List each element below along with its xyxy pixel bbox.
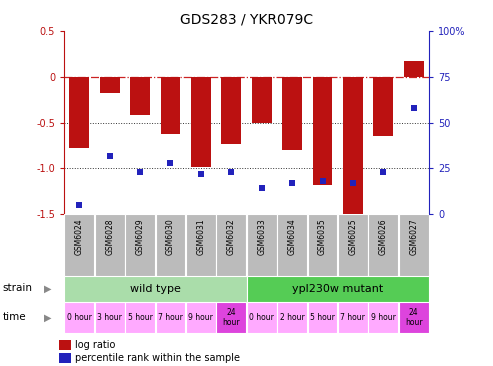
- Bar: [338, 214, 368, 276]
- Bar: [247, 302, 277, 333]
- Text: GSM6028: GSM6028: [105, 219, 114, 255]
- Text: GSM6031: GSM6031: [196, 219, 206, 255]
- Text: strain: strain: [2, 283, 33, 294]
- Text: GSM6032: GSM6032: [227, 219, 236, 255]
- Text: 9 hour: 9 hour: [371, 313, 396, 322]
- Text: ▶: ▶: [44, 283, 52, 294]
- Text: 2 hour: 2 hour: [280, 313, 305, 322]
- Text: 3 hour: 3 hour: [97, 313, 122, 322]
- Bar: [221, 77, 241, 144]
- Text: percentile rank within the sample: percentile rank within the sample: [75, 353, 240, 363]
- Text: 9 hour: 9 hour: [188, 313, 213, 322]
- Point: [227, 169, 235, 175]
- Bar: [368, 302, 398, 333]
- Text: GSM6027: GSM6027: [409, 219, 418, 255]
- Bar: [216, 214, 246, 276]
- Text: GSM6030: GSM6030: [166, 219, 175, 255]
- Point: [410, 105, 418, 111]
- Text: 5 hour: 5 hour: [310, 313, 335, 322]
- Bar: [125, 302, 155, 333]
- Bar: [65, 214, 94, 276]
- Bar: [252, 77, 272, 123]
- Bar: [186, 302, 216, 333]
- Point: [136, 169, 144, 175]
- Text: wild type: wild type: [130, 284, 181, 294]
- Bar: [399, 302, 428, 333]
- Text: GSM6024: GSM6024: [75, 219, 84, 255]
- Bar: [70, 77, 89, 148]
- Bar: [313, 77, 332, 185]
- Point: [380, 169, 387, 175]
- Text: 24
hour: 24 hour: [405, 308, 423, 327]
- Text: 5 hour: 5 hour: [128, 313, 152, 322]
- Point: [258, 186, 266, 191]
- Text: GSM6033: GSM6033: [257, 219, 266, 255]
- Bar: [65, 302, 94, 333]
- Bar: [404, 61, 423, 77]
- Bar: [156, 214, 185, 276]
- Bar: [277, 214, 307, 276]
- Text: GSM6035: GSM6035: [318, 219, 327, 255]
- Text: GDS283 / YKR079C: GDS283 / YKR079C: [180, 13, 313, 27]
- Text: 7 hour: 7 hour: [158, 313, 183, 322]
- Bar: [373, 77, 393, 137]
- Bar: [368, 214, 398, 276]
- Bar: [282, 77, 302, 150]
- Bar: [246, 276, 429, 302]
- Text: 0 hour: 0 hour: [67, 313, 92, 322]
- Point: [197, 171, 205, 177]
- Bar: [130, 77, 150, 115]
- Text: log ratio: log ratio: [75, 340, 115, 350]
- Point: [318, 178, 326, 184]
- Text: GSM6026: GSM6026: [379, 219, 388, 255]
- Bar: [308, 302, 337, 333]
- Bar: [95, 302, 125, 333]
- Text: GSM6029: GSM6029: [136, 219, 144, 255]
- Bar: [277, 302, 307, 333]
- Bar: [191, 77, 211, 167]
- Bar: [343, 77, 363, 216]
- Point: [167, 160, 175, 166]
- Point: [75, 202, 83, 208]
- Text: 7 hour: 7 hour: [341, 313, 365, 322]
- Bar: [125, 214, 155, 276]
- Text: GSM6025: GSM6025: [349, 219, 357, 255]
- Bar: [64, 276, 246, 302]
- Point: [349, 180, 357, 186]
- Bar: [308, 214, 337, 276]
- Bar: [161, 77, 180, 134]
- Text: 24
hour: 24 hour: [222, 308, 240, 327]
- Bar: [338, 302, 368, 333]
- Bar: [156, 302, 185, 333]
- Text: 0 hour: 0 hour: [249, 313, 274, 322]
- Text: GSM6034: GSM6034: [287, 219, 297, 255]
- Bar: [216, 302, 246, 333]
- Bar: [186, 214, 216, 276]
- Text: ▶: ▶: [44, 312, 52, 322]
- Point: [288, 180, 296, 186]
- Bar: [399, 214, 428, 276]
- Bar: [95, 214, 125, 276]
- Point: [106, 153, 113, 158]
- Text: ypl230w mutant: ypl230w mutant: [292, 284, 384, 294]
- Text: time: time: [2, 312, 26, 322]
- Bar: [247, 214, 277, 276]
- Bar: [100, 77, 120, 93]
